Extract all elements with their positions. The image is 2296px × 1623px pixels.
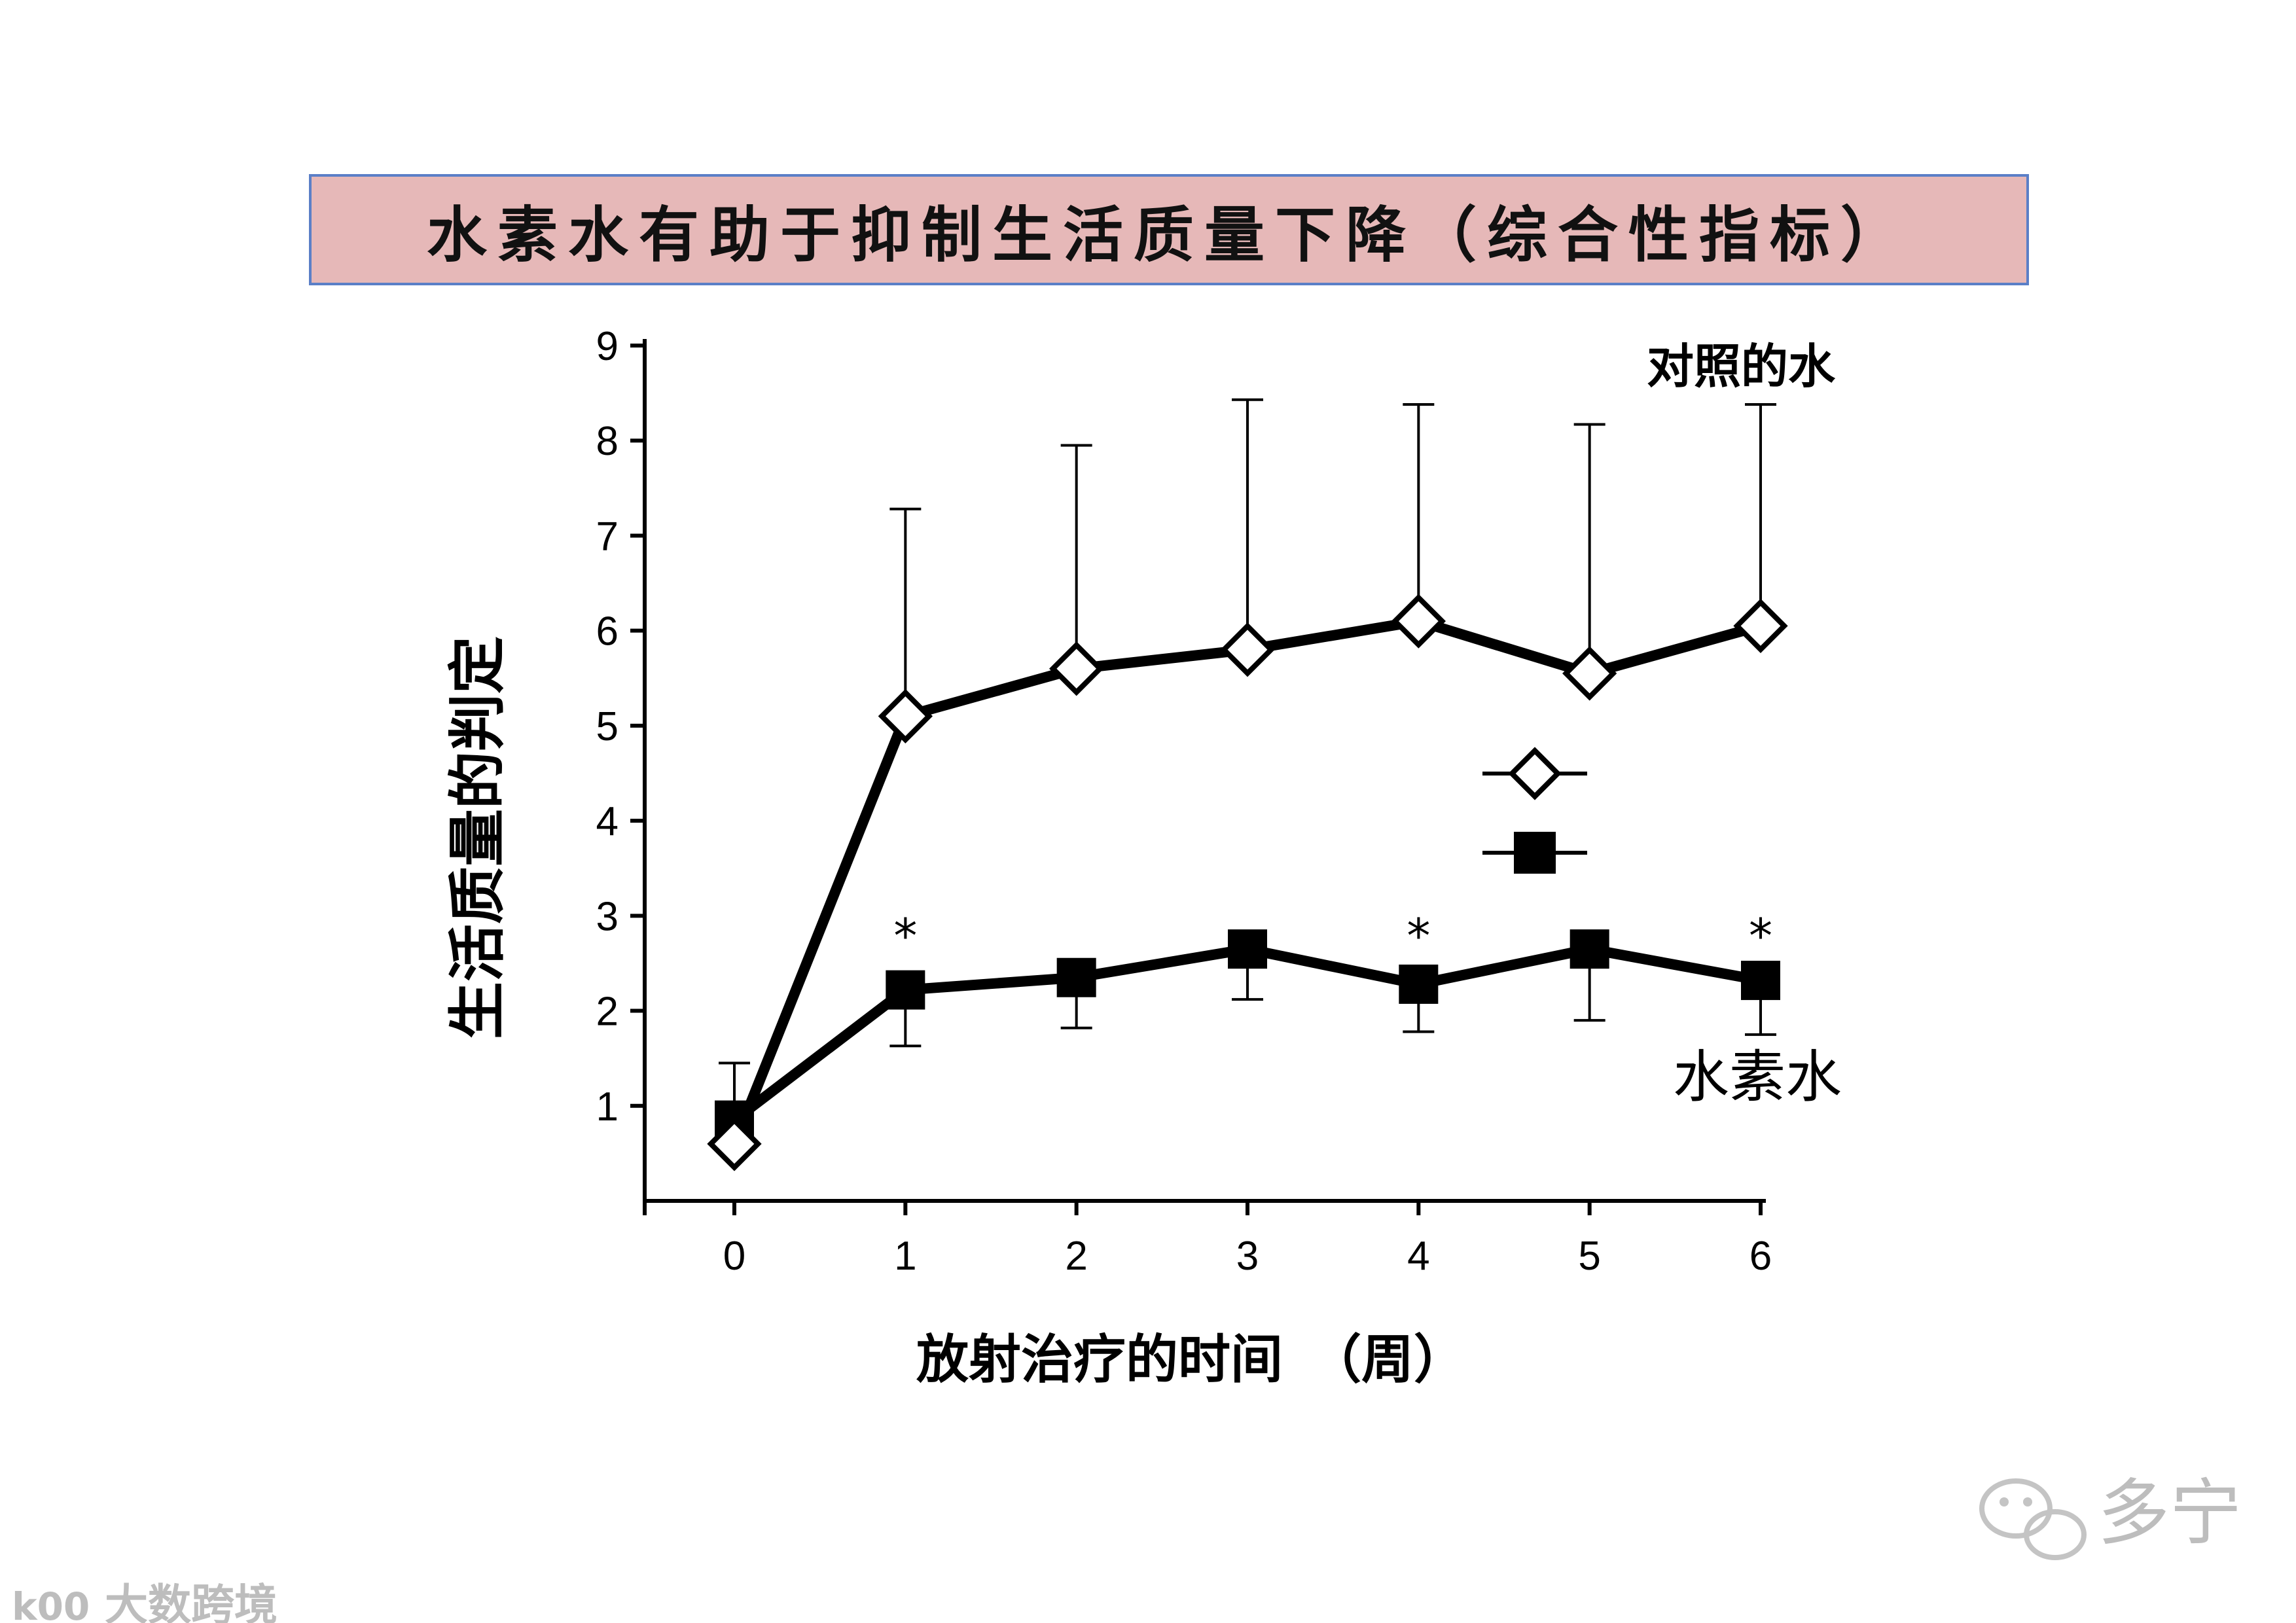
x-axis-label: 放射治疗的时间 （周）: [916, 1329, 1466, 1390]
point-hydrogen: [1056, 957, 1096, 997]
watermark-brand: 多宁: [2098, 1471, 2242, 1555]
point-hydrogen: [1570, 929, 1609, 969]
y-axis-label: 生活质量的判定: [443, 636, 511, 1039]
y-tick-label: 2: [596, 990, 619, 1035]
point-control: [1733, 598, 1788, 654]
line-control: [729, 616, 1763, 1146]
y-tick-label: 6: [596, 609, 619, 654]
y-ticks: 1 2 3 4 5 6 7 8 9: [596, 324, 645, 1130]
y-tick-label: 3: [596, 894, 619, 939]
axes: [643, 339, 1766, 1203]
x-tick-label: 2: [1065, 1234, 1087, 1279]
point-hydrogen: [886, 970, 925, 1010]
point-control: [1220, 622, 1275, 677]
point-hydrogen: [1399, 964, 1439, 1004]
wechat-icon: [1979, 1478, 2087, 1560]
watermark-source: 大数跨境: [105, 1580, 278, 1623]
point-control: [707, 1116, 762, 1171]
legend-marker-control: [1508, 747, 1562, 800]
series-label-control: 对照的水: [1647, 338, 1836, 394]
point-control: [878, 688, 933, 744]
y-tick-label: 5: [596, 704, 619, 749]
x-tick-label: 6: [1749, 1234, 1772, 1279]
point-control: [1391, 594, 1446, 649]
x-tick-label: 4: [1407, 1234, 1429, 1279]
y-tick-label: 7: [596, 514, 619, 559]
y-tick-label: 4: [596, 799, 619, 844]
y-tick-label: 8: [596, 419, 619, 464]
series-label-hydrogen: 水素水: [1673, 1044, 1842, 1110]
x-tick-label: 5: [1578, 1234, 1600, 1279]
error-bars: [719, 398, 1776, 1144]
significance-asterisk: *: [1407, 908, 1430, 963]
legend: [1482, 747, 1587, 874]
y-tick-label: 1: [596, 1084, 619, 1130]
significance-asterisk: *: [893, 908, 917, 963]
point-hydrogen: [1228, 929, 1267, 969]
point-control: [1562, 646, 1617, 701]
series-lines: [729, 616, 1763, 1146]
point-control: [1049, 641, 1104, 696]
point-hydrogen: [1741, 961, 1780, 1001]
significance-asterisk: *: [1749, 908, 1772, 963]
x-tick-label: 0: [723, 1234, 745, 1279]
legend-marker-hydrogen: [1514, 832, 1556, 874]
chart-title: 水素水有助于抑制生活质量下降（综合性指标）: [309, 174, 2029, 285]
series-markers: [707, 594, 1788, 1171]
x-ticks: 0 1 2 3 4 5 6: [643, 1201, 1772, 1279]
x-tick-label: 1: [894, 1234, 916, 1279]
y-tick-label: 9: [596, 324, 619, 369]
watermark-logo: k00: [12, 1584, 90, 1623]
annotations: * * *: [893, 908, 1772, 963]
x-tick-label: 3: [1236, 1234, 1259, 1279]
